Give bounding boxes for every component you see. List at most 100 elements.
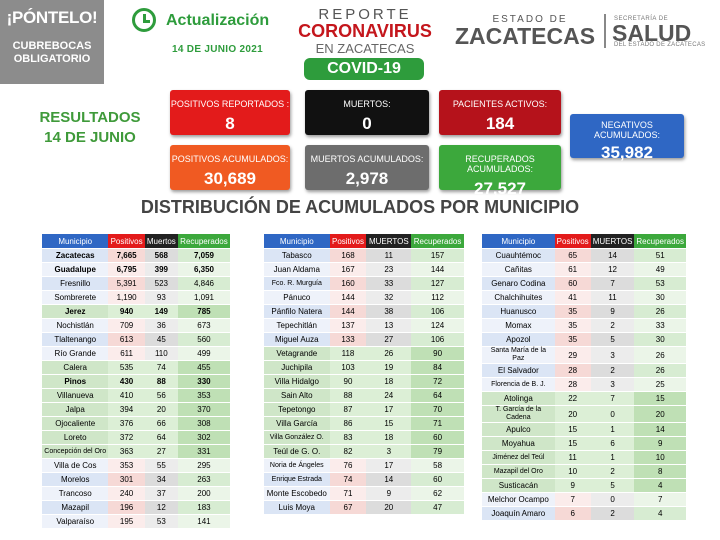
- positivos-cell: 7,665: [108, 248, 145, 263]
- municipio-cell: Santa María de la Paz: [482, 346, 555, 364]
- muertos-cell: 19: [366, 360, 412, 375]
- muertos-cell: 14: [590, 248, 635, 263]
- table-row: Huanusco 35 9 26: [482, 304, 686, 319]
- municipio-cell: Huanusco: [482, 304, 555, 319]
- header-bar: [0, 0, 720, 68]
- municipio-cell: Apozol: [482, 332, 555, 347]
- positivos-cell: 372: [108, 430, 145, 445]
- municipio-cell: Susticacán: [482, 478, 555, 493]
- table-row: Villa García 86 15 71: [264, 416, 464, 431]
- table-header-row: Municipio Positivos MUERTOS Recuperados: [482, 234, 686, 249]
- municipio-cell: Fco. R. Murguía: [264, 276, 330, 291]
- positivos-cell: 60: [554, 276, 591, 291]
- table-row: Mazapil del Oro 10 2 8: [482, 464, 686, 479]
- positivos-cell: 83: [329, 430, 367, 445]
- muertos-cell: 3: [590, 377, 635, 392]
- muertos-cell: 12: [590, 262, 635, 277]
- positivos-cell: 1,190: [108, 290, 145, 305]
- municipio-cell: Joaquín Amaro: [482, 506, 555, 521]
- muertos-cell: 17: [366, 458, 412, 473]
- recuperados-cell: 330: [177, 374, 230, 389]
- muertos-cell: 9: [590, 304, 635, 319]
- table-row: Apozol 35 5 30: [482, 332, 686, 347]
- card-value: 35,982: [601, 143, 653, 162]
- municipio-cell: Pánfilo Natera: [264, 304, 330, 319]
- muertos-cell: 88: [144, 374, 178, 389]
- recuperados-cell: 124: [411, 318, 464, 333]
- recuperados-cell: 785: [177, 304, 230, 319]
- report-date: 14 DE JUNIO 2021: [172, 44, 263, 55]
- card-negativos: NEGATIVOS ACUMULADOS: 35,982: [570, 114, 684, 162]
- municipio-cell: Fresnillo: [42, 276, 109, 291]
- table-row: Concepción del Oro 363 27 331: [42, 444, 230, 459]
- muertos-cell: 24: [366, 388, 412, 403]
- card-label: RECUPERADOS ACUMULADOS:: [465, 154, 535, 174]
- recuperados-cell: 370: [177, 402, 230, 417]
- table-row: Calera 535 74 455: [42, 360, 230, 375]
- table-row: Vetagrande 118 26 90: [264, 346, 464, 361]
- municipio-cell: Luis Moya: [264, 500, 330, 515]
- recuperados-cell: 560: [177, 332, 230, 347]
- muertos-cell: 6: [590, 436, 635, 451]
- muertos-cell: 1: [590, 422, 635, 437]
- table-row: Pánfilo Natera 144 38 106: [264, 304, 464, 319]
- badge-line3: OBLIGATORIO: [13, 53, 91, 65]
- recuperados-cell: 106: [411, 332, 464, 347]
- muertos-cell: 18: [366, 374, 412, 389]
- recuperados-cell: 6,350: [177, 262, 230, 277]
- table-row: Jerez 940 149 785: [42, 304, 230, 319]
- table-row: Moyahua 15 6 9: [482, 436, 686, 451]
- muertos-cell: 7: [590, 391, 635, 406]
- table-row: Santa María de la Paz 29 3 26: [482, 346, 686, 364]
- card-label: PACIENTES ACTIVOS:: [452, 99, 548, 109]
- municipio-cell: Genaro Codina: [482, 276, 555, 291]
- positivos-cell: 940: [108, 304, 145, 319]
- municipio-cell: Río Grande: [42, 346, 109, 361]
- results-title: RESULTADOS 14 DE JUNIO: [20, 108, 160, 148]
- recuperados-cell: 673: [177, 318, 230, 333]
- positivos-cell: 6,795: [108, 262, 145, 277]
- muertos-cell: 18: [366, 430, 412, 445]
- muertos-cell: 34: [144, 472, 178, 487]
- zacatecas-label: EN ZACATECAS: [315, 41, 415, 56]
- muertos-cell: 74: [144, 360, 178, 375]
- muertos-cell: 93: [144, 290, 178, 305]
- recuperados-cell: 144: [411, 262, 464, 277]
- positivos-cell: 11: [554, 450, 591, 465]
- recuperados-cell: 26: [634, 346, 686, 364]
- muertos-cell: 5: [590, 332, 635, 347]
- card-label: POSITIVOS REPORTADOS :: [170, 99, 290, 109]
- column-header: Municipio: [482, 234, 555, 249]
- table-row: Monte Escobedo 71 9 62: [264, 486, 464, 501]
- muertos-cell: 11: [590, 290, 635, 305]
- table-row: Sombrerete 1,190 93 1,091: [42, 290, 230, 305]
- muertos-cell: 5: [590, 478, 635, 493]
- card-muertos: MUERTOS: 0: [305, 90, 429, 135]
- column-header: Recuperados: [411, 234, 464, 249]
- muertos-cell: 38: [366, 304, 412, 319]
- positivos-cell: 168: [329, 248, 367, 263]
- muertos-cell: 36: [144, 318, 178, 333]
- positivos-cell: 144: [329, 304, 367, 319]
- results-line2: 14 DE JUNIO: [44, 129, 136, 146]
- column-header: Recuperados: [634, 234, 686, 249]
- municipio-cell: Guadalupe: [42, 262, 109, 277]
- municipio-cell: Pinos: [42, 374, 109, 389]
- muertos-cell: 45: [144, 332, 178, 347]
- card-positivos-reportados: POSITIVOS REPORTADOS : 8: [170, 90, 290, 135]
- results-line1: RESULTADOS: [39, 109, 141, 126]
- recuperados-cell: 79: [411, 444, 464, 459]
- positivos-cell: 29: [554, 346, 591, 364]
- muertos-cell: 523: [144, 276, 178, 291]
- table-row: El Salvador 28 2 26: [482, 363, 686, 378]
- recuperados-cell: 106: [411, 304, 464, 319]
- municipio-cell: Tlaltenango: [42, 332, 109, 347]
- positivos-cell: 15: [554, 422, 591, 437]
- table-row: Trancoso 240 37 200: [42, 486, 230, 501]
- table-row: Tlaltenango 613 45 560: [42, 332, 230, 347]
- recuperados-cell: 141: [177, 514, 230, 529]
- table-row: Momax 35 2 33: [482, 318, 686, 333]
- municipios-table-1: Municipio Positivos Muertos Recuperados Zaca…: [42, 234, 230, 529]
- recuperados-cell: 53: [634, 276, 686, 291]
- table-row: Joaquín Amaro 6 2 4: [482, 506, 686, 521]
